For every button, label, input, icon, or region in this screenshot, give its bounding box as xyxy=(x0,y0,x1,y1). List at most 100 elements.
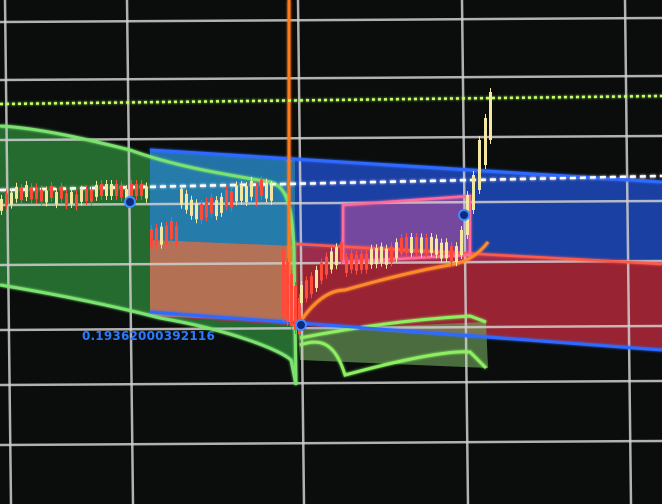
candle xyxy=(75,194,78,207)
bright-dotted-line xyxy=(0,94,662,106)
candle xyxy=(370,248,373,265)
anchor-point-icon[interactable] xyxy=(458,209,470,221)
grid-line-horizontal xyxy=(0,199,662,207)
candle xyxy=(255,186,258,203)
candle xyxy=(484,118,487,165)
candle xyxy=(282,250,285,318)
candle xyxy=(230,191,233,208)
candle xyxy=(380,246,383,263)
candle xyxy=(350,253,353,270)
candle xyxy=(120,185,123,198)
candle xyxy=(325,256,328,275)
candle xyxy=(430,237,433,253)
candle xyxy=(205,201,208,218)
anchor-point-icon[interactable] xyxy=(124,196,136,208)
anchor-points xyxy=(124,196,470,331)
candle xyxy=(155,227,158,246)
candle xyxy=(440,242,443,259)
blue-mid-line xyxy=(149,310,662,352)
candle xyxy=(260,179,263,196)
green-envelope-lower-line xyxy=(0,283,298,386)
candle xyxy=(175,225,178,244)
candle xyxy=(110,184,113,196)
candle xyxy=(30,187,33,200)
candle xyxy=(160,226,163,245)
candle xyxy=(40,189,43,202)
candle xyxy=(375,248,378,265)
candle xyxy=(405,237,408,253)
candle xyxy=(455,246,458,263)
candle xyxy=(472,175,475,210)
candle xyxy=(220,196,223,213)
grid-line-horizontal xyxy=(0,74,662,82)
candle xyxy=(5,193,8,206)
grid-line-horizontal xyxy=(0,379,662,387)
candle xyxy=(270,184,273,201)
grid-line-horizontal xyxy=(0,439,662,447)
candle xyxy=(60,186,63,199)
anchor-point-icon[interactable] xyxy=(295,319,307,331)
candle xyxy=(435,238,438,255)
candle xyxy=(460,230,463,255)
candle xyxy=(330,251,333,270)
grid-line-horizontal xyxy=(0,324,662,332)
candle xyxy=(415,237,418,253)
candle xyxy=(150,229,153,248)
candle xyxy=(165,225,168,244)
blue-top-line xyxy=(149,148,662,184)
candle xyxy=(115,184,118,196)
price-level-label: 0.19362000392116 xyxy=(82,329,216,343)
pink-box-fill xyxy=(343,196,470,262)
candle xyxy=(395,242,398,259)
candle xyxy=(20,188,23,201)
candle xyxy=(410,237,413,253)
candle xyxy=(80,189,83,202)
candle xyxy=(290,274,293,326)
candle xyxy=(170,220,173,239)
candle xyxy=(95,184,98,197)
candle xyxy=(145,186,148,199)
candle xyxy=(445,242,448,259)
candle xyxy=(425,237,428,254)
right-green-lower-line xyxy=(299,340,488,377)
candle xyxy=(100,184,103,196)
candle xyxy=(305,280,308,299)
candle xyxy=(335,247,338,266)
orange-curve-line xyxy=(298,241,490,323)
candle xyxy=(450,246,453,263)
candle xyxy=(250,180,253,197)
candle xyxy=(10,192,13,205)
candle xyxy=(190,199,193,216)
candle xyxy=(245,186,248,203)
candle xyxy=(340,242,343,261)
candle xyxy=(45,190,48,203)
candle xyxy=(210,197,213,214)
candle xyxy=(200,204,203,221)
grid-line-horizontal xyxy=(0,16,662,24)
candle xyxy=(489,92,492,140)
candle xyxy=(360,253,363,270)
candle xyxy=(125,189,128,202)
candle xyxy=(25,185,28,198)
grid-line-vertical xyxy=(3,0,13,504)
candle xyxy=(390,246,393,263)
right-green-upper-line xyxy=(299,314,487,340)
candlestick-series xyxy=(0,88,492,338)
candle xyxy=(365,253,368,270)
grid-line-vertical xyxy=(125,0,135,504)
indicator-lines xyxy=(0,0,662,386)
candle xyxy=(235,185,238,202)
candle xyxy=(310,276,313,295)
candle xyxy=(345,256,348,273)
candle xyxy=(85,189,88,202)
grid-line-vertical xyxy=(460,0,470,504)
grid-line-horizontal xyxy=(0,134,662,142)
candle xyxy=(140,184,143,196)
candle xyxy=(385,248,388,265)
candle xyxy=(65,193,68,206)
candle xyxy=(55,192,58,205)
candle xyxy=(355,254,358,271)
